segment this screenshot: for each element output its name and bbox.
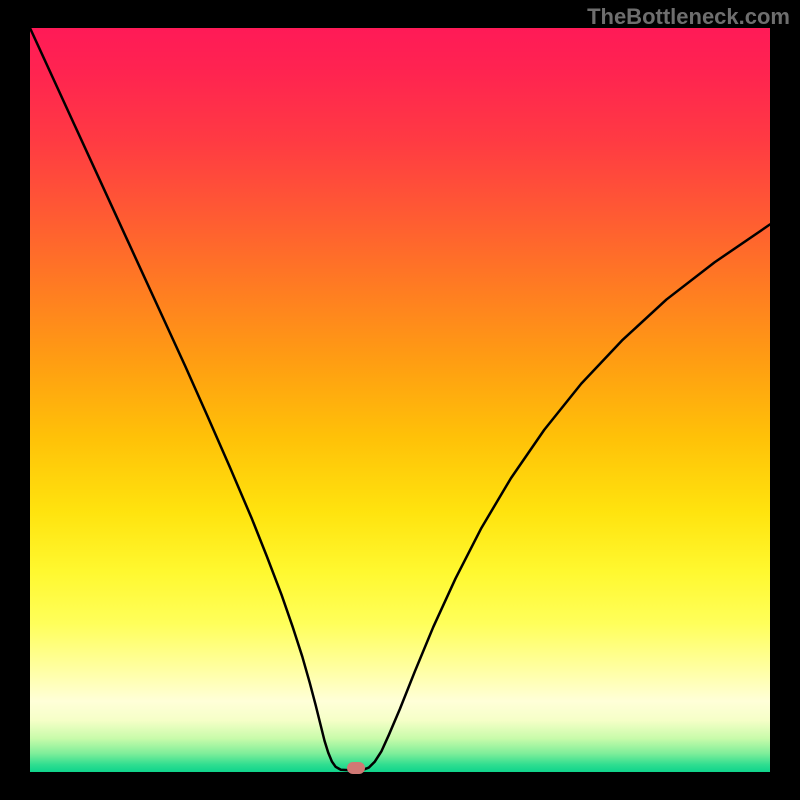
plot-area: [30, 28, 770, 772]
watermark-text: TheBottleneck.com: [587, 4, 790, 30]
optimal-point-marker: [347, 762, 365, 774]
chart-container: TheBottleneck.com: [0, 0, 800, 800]
plot-svg: [30, 28, 770, 772]
gradient-background: [30, 28, 770, 772]
